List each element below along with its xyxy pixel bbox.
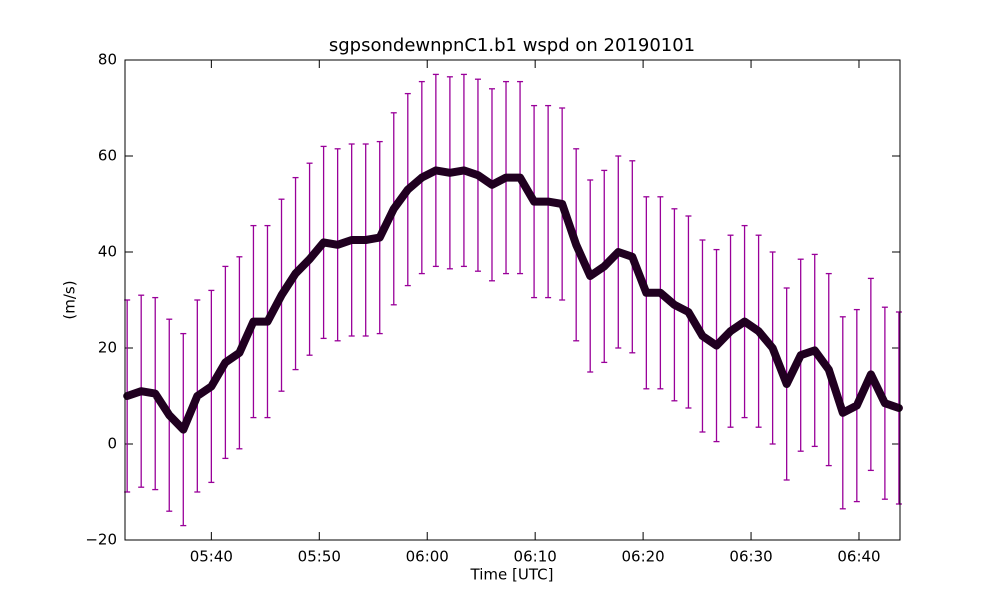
x-tick-label: 06:40 (837, 548, 880, 566)
chart-title: sgpsondewnpnC1.b1 wspd on 20190101 (329, 35, 695, 56)
data-line (123, 166, 903, 434)
y-tick-label: 0 (107, 435, 117, 453)
x-tick-label: 06:10 (514, 548, 557, 566)
x-tick-label: 05:40 (190, 548, 233, 566)
x-tick-label: 06:30 (729, 548, 772, 566)
x-axis-label: Time [UTC] (470, 566, 554, 584)
x-tick-label: 05:50 (298, 548, 341, 566)
y-tick-label: 40 (98, 243, 117, 261)
y-axis-label: (m/s) (61, 280, 79, 319)
x-tick-label: 06:00 (406, 548, 449, 566)
y-tick-label: 60 (98, 147, 117, 165)
x-tick-label: 06:20 (621, 548, 664, 566)
y-tick-label: 20 (98, 339, 117, 357)
y-tick-label: 80 (98, 51, 117, 69)
y-tick-label: −20 (85, 531, 117, 549)
plot-frame (124, 59, 901, 541)
